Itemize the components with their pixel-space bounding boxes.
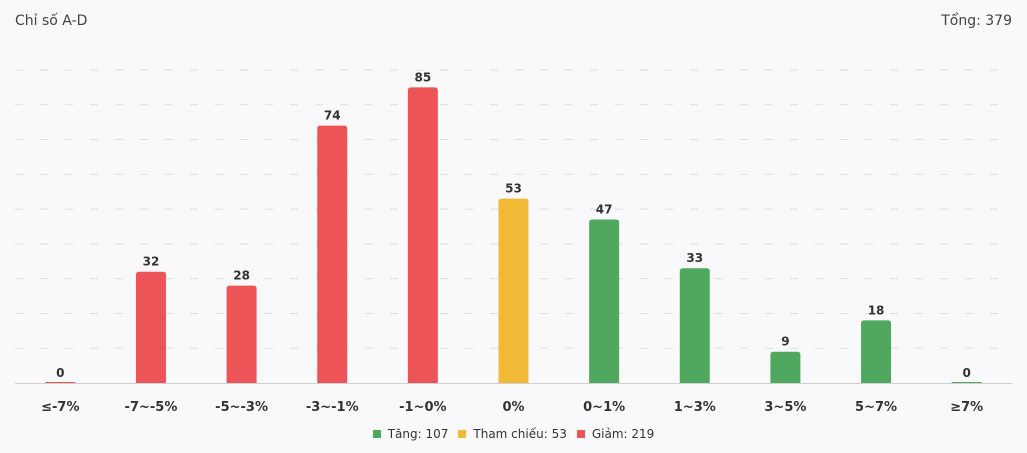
bar bbox=[407, 87, 438, 383]
chart-title: Chỉ số A-D bbox=[15, 13, 88, 29]
data-label: 74 bbox=[324, 109, 341, 123]
bar bbox=[498, 198, 529, 383]
x-tick-label: -5~-3% bbox=[215, 400, 268, 415]
legend-item-up[interactable]: Tăng: 107 bbox=[372, 427, 449, 441]
data-label: 28 bbox=[233, 269, 250, 283]
bar bbox=[770, 351, 801, 383]
data-label: 9 bbox=[781, 335, 789, 349]
bar bbox=[861, 320, 892, 383]
bar bbox=[317, 125, 348, 384]
x-tick-label: ≤-7% bbox=[41, 400, 79, 415]
x-tick-label: 3~5% bbox=[764, 400, 806, 415]
data-label: 18 bbox=[868, 303, 885, 317]
data-label: 53 bbox=[505, 182, 522, 196]
bar bbox=[589, 219, 620, 383]
data-label: 0 bbox=[963, 366, 971, 380]
bar bbox=[45, 382, 76, 383]
legend-item-ref[interactable]: Tham chiếu: 53 bbox=[458, 427, 567, 441]
legend-swatch-down bbox=[576, 430, 585, 438]
data-label: 33 bbox=[686, 251, 703, 265]
data-label: 47 bbox=[596, 203, 613, 217]
x-tick-label: -3~-1% bbox=[306, 400, 359, 415]
x-tick-label: -7~-5% bbox=[125, 400, 178, 415]
x-tick-label: 0~1% bbox=[583, 400, 625, 415]
x-tick-label: ≥7% bbox=[950, 400, 983, 415]
bar bbox=[226, 285, 257, 383]
legend-swatch-up bbox=[372, 430, 381, 438]
x-tick-label: 0% bbox=[502, 400, 524, 415]
total-count: Tổng: 379 bbox=[941, 13, 1012, 29]
x-tick-label: -1~0% bbox=[399, 400, 446, 415]
legend-swatch-ref bbox=[458, 430, 467, 438]
data-label: 32 bbox=[143, 255, 160, 269]
x-tick-label: 1~3% bbox=[674, 400, 716, 415]
x-tick-label: 5~7% bbox=[855, 400, 897, 415]
data-label: 0 bbox=[56, 366, 64, 380]
legend: Tăng: 107 Tham chiếu: 53 Giảm: 219 bbox=[0, 427, 1027, 441]
legend-label: Tăng: 107 bbox=[387, 427, 449, 441]
data-label: 85 bbox=[415, 70, 432, 84]
bar bbox=[679, 268, 710, 383]
legend-label: Tham chiếu: 53 bbox=[473, 427, 567, 441]
bar bbox=[135, 271, 166, 383]
legend-label: Giảm: 219 bbox=[591, 427, 655, 441]
legend-item-down[interactable]: Giảm: 219 bbox=[576, 427, 655, 441]
bar bbox=[951, 382, 982, 383]
